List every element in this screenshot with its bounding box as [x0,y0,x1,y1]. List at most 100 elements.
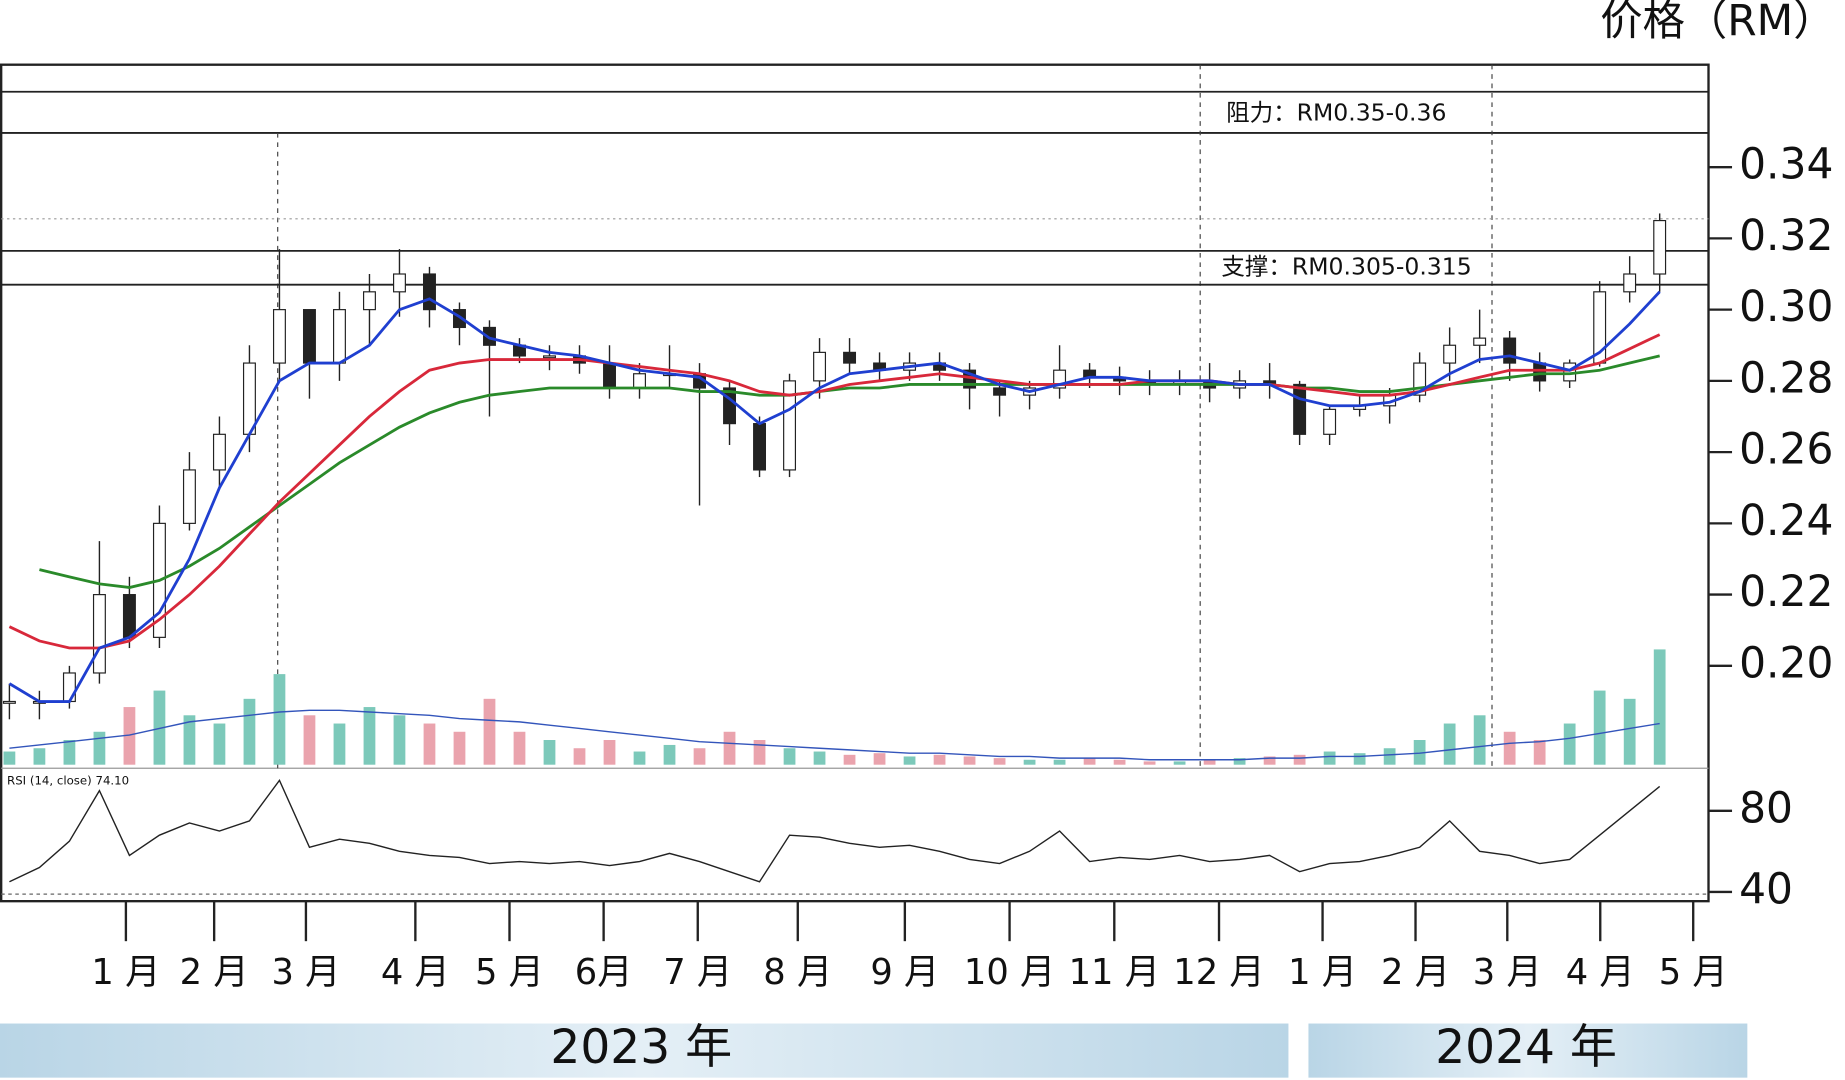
candle-body [1293,383,1307,435]
x-tick-label: 3 月 [1473,952,1542,993]
candle-body [1653,219,1667,275]
x-tick-label: 10 月 [964,952,1055,993]
candle-body [302,309,316,364]
volume-bar [813,751,826,765]
volume-bar [213,723,226,765]
volume-bar [1173,761,1186,765]
candle-body [813,351,827,382]
y-tick-label: 0.24 [1739,496,1833,545]
volume-bar [153,690,166,765]
year-label: 2024 年 [1435,1020,1617,1075]
rsi-line [9,778,1661,883]
candle-body [92,594,106,674]
candle-body [543,355,556,359]
volume-bar [33,748,46,765]
candle-body [723,387,736,425]
candle-body [182,469,196,524]
year-band [0,1023,1289,1078]
volume-bar [1593,690,1606,765]
rsi-label: RSI (14, close) 74.10 [7,774,129,788]
volume-bar [453,731,466,765]
volume-bar [3,751,16,765]
y-tick-label: 0.22 [1739,567,1833,616]
axis-title: 价格（RM） [1600,0,1835,45]
candle-body [1503,337,1517,364]
year-label: 2023 年 [550,1020,732,1075]
x-tick-label: 1 月 [91,952,160,993]
volume-bar [633,751,646,765]
candle-body [242,362,256,435]
candle-body [1623,273,1637,293]
volume-bar [1023,759,1036,765]
volume-bar [963,756,976,765]
candle-body [1443,344,1457,364]
volume-bar [933,754,946,765]
x-tick-label: 6月 [575,952,633,993]
candle-body [993,387,1007,396]
x-tick-label: 12 月 [1173,952,1264,993]
volume-bar [423,723,436,765]
annotation: 阻力：RM0.35-0.36 [1226,99,1446,127]
candle-body [272,309,286,364]
volume-bar [183,715,196,765]
x-tick-label: 4 月 [1566,952,1635,993]
x-tick-label: 3 月 [271,952,340,993]
y-tick-label: 0.30 [1739,282,1833,331]
volume-bar [1653,649,1666,765]
volume-bar [873,753,886,765]
candle-body [603,362,616,389]
volume-bar [483,698,496,765]
volume-bar [1563,723,1576,765]
candle-body [212,433,226,471]
volume-bar [303,715,316,765]
volume-bar [123,707,136,765]
volume-bar [273,674,286,765]
volume-bar [93,731,106,765]
annotation: 支撑：RM0.305-0.315 [1221,253,1471,281]
rsi-tick-label: 80 [1739,783,1793,832]
volume-bar [783,748,796,765]
y-tick-label: 0.28 [1739,353,1833,402]
date-markers [277,64,1493,769]
x-tick-label: 5 月 [475,952,544,993]
x-tick-label: 11 月 [1069,952,1160,993]
volume-bar [333,723,346,765]
candle-body [633,373,646,389]
y-tick-label: 0.20 [1739,638,1833,687]
candle-body [62,672,76,703]
candle-body [1413,362,1427,396]
volume-bar [543,740,556,765]
volume-bar [1503,731,1516,765]
y-tick-label: 0.32 [1739,211,1833,260]
rsi-tick-label: 40 [1739,864,1793,913]
x-tick-label: 4 月 [381,952,450,993]
volume-bar [1473,715,1486,765]
candle-body [2,700,16,704]
candle-body [362,291,376,311]
x-tick-label: 9 月 [870,952,939,993]
candle-body [843,351,857,364]
x-tick-label: 5 月 [1659,952,1728,993]
moving-average [8,333,1661,650]
volume-bar [1353,753,1366,765]
candle-body [1473,337,1487,346]
candle-body [483,326,496,346]
volume-bar [1233,758,1246,765]
candle-body [423,273,436,311]
volume-bar [1263,756,1276,765]
volume-bar [903,756,916,765]
volume-bar [1413,740,1426,765]
volume-average [9,709,1660,761]
moving-average [39,354,1661,589]
x-tick-label: 7 月 [663,952,732,993]
volume-bar [1293,754,1306,765]
volume-bar [63,740,76,765]
x-tick-label: 1 月 [1288,952,1357,993]
volume-bar [1623,698,1636,765]
volume-bar [723,731,736,765]
volume-bar [1083,758,1096,765]
volume-bar [243,698,256,765]
x-tick-label: 8 月 [763,952,832,993]
y-tick-label: 0.26 [1739,425,1833,474]
